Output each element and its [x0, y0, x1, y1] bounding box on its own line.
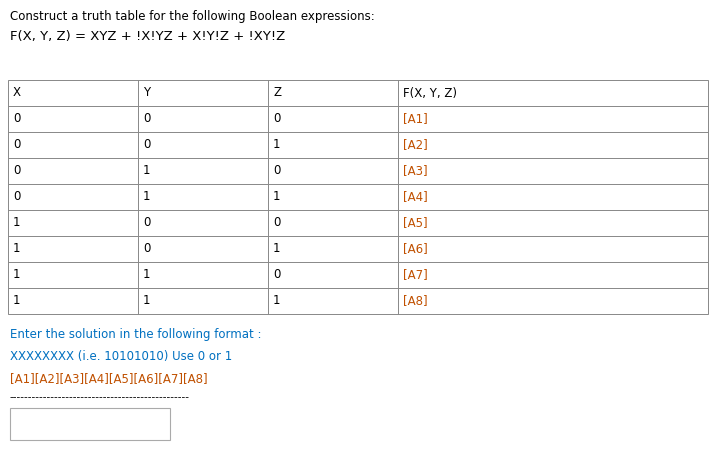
Text: [A1][A2][A3][A4][A5][A6][A7][A8]: [A1][A2][A3][A4][A5][A6][A7][A8]	[10, 372, 207, 385]
Text: [A5]: [A5]	[403, 217, 428, 229]
Text: 0: 0	[143, 113, 150, 125]
Text: 1: 1	[13, 217, 21, 229]
Text: 1: 1	[13, 242, 21, 256]
Text: 0: 0	[273, 164, 280, 178]
Text: 0: 0	[273, 217, 280, 229]
Text: 0: 0	[13, 113, 21, 125]
Text: [A3]: [A3]	[403, 164, 428, 178]
Text: 1: 1	[143, 268, 150, 282]
Text: Enter the solution in the following format :: Enter the solution in the following form…	[10, 328, 262, 341]
Text: 1: 1	[273, 138, 280, 152]
Text: [A7]: [A7]	[403, 268, 428, 282]
Text: F(X, Y, Z): F(X, Y, Z)	[403, 87, 457, 99]
Text: 0: 0	[143, 217, 150, 229]
Text: 0: 0	[13, 164, 21, 178]
Text: 1: 1	[143, 191, 150, 203]
Text: [A4]: [A4]	[403, 191, 428, 203]
Text: 1: 1	[143, 164, 150, 178]
Text: F(X, Y, Z) = XYZ + !X!YZ + X!Y!Z + !XY!Z: F(X, Y, Z) = XYZ + !X!YZ + X!Y!Z + !XY!Z	[10, 30, 285, 43]
Text: [A1]: [A1]	[403, 113, 428, 125]
Text: 1: 1	[13, 294, 21, 307]
Text: 1: 1	[273, 191, 280, 203]
Text: 0: 0	[13, 191, 21, 203]
Text: 0: 0	[13, 138, 21, 152]
Text: 1: 1	[143, 294, 150, 307]
Text: 1: 1	[273, 242, 280, 256]
Text: Z: Z	[273, 87, 281, 99]
Text: 0: 0	[273, 268, 280, 282]
Text: 1: 1	[13, 268, 21, 282]
Text: 0: 0	[143, 138, 150, 152]
Text: Construct a truth table for the following Boolean expressions:: Construct a truth table for the followin…	[10, 10, 375, 23]
Text: [A8]: [A8]	[403, 294, 428, 307]
Text: [A2]: [A2]	[403, 138, 428, 152]
Text: 0: 0	[273, 113, 280, 125]
Text: [A6]: [A6]	[403, 242, 428, 256]
Text: ------------------------------------------------: ----------------------------------------…	[10, 392, 190, 402]
FancyBboxPatch shape	[10, 408, 170, 440]
Text: XXXXXXXX (i.e. 10101010) Use 0 or 1: XXXXXXXX (i.e. 10101010) Use 0 or 1	[10, 350, 232, 363]
Text: X: X	[13, 87, 21, 99]
Text: 0: 0	[143, 242, 150, 256]
Text: Y: Y	[143, 87, 150, 99]
Text: 1: 1	[273, 294, 280, 307]
